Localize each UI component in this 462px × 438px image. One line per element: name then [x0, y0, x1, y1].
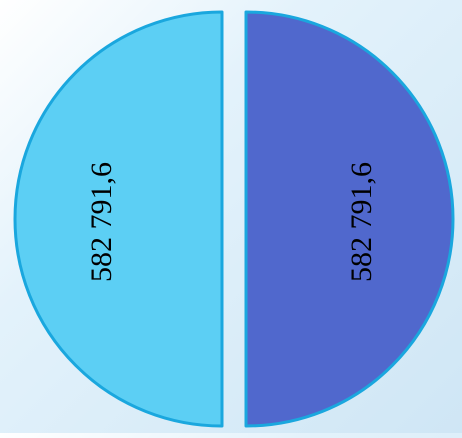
pie-slice-1: [13, 10, 224, 428]
pie-slice-label-1: 582 791,6: [85, 162, 118, 282]
pie-labels: 582 791,6 582 791,6: [85, 162, 378, 282]
pie-slice-2: [244, 10, 455, 428]
pie-slices: [13, 10, 455, 428]
pie-slice-label-2: 582 791,6: [345, 162, 378, 282]
